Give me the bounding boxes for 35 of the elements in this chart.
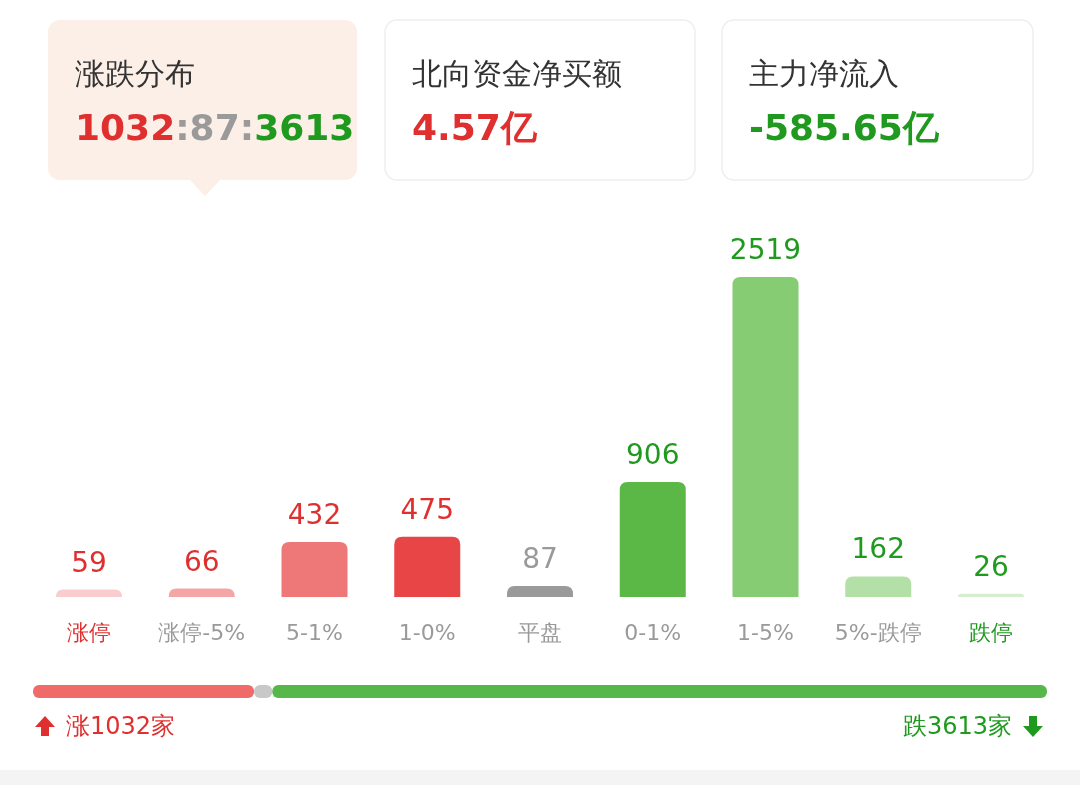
text: 主力净流入 [749,56,899,91]
x-tick-label: 5-1% [286,620,343,645]
x-tick-label: 1-5% [737,620,794,645]
data-label: 475 [400,492,454,526]
bar [619,481,686,597]
bar [168,588,235,597]
data-label: 906 [626,437,680,471]
bar [732,277,799,597]
x-tick-label: 涨停-5% [158,620,246,645]
text: 1032:87:3613 [75,107,355,148]
bar [845,576,912,597]
text: 北向资金净买额 [412,56,622,91]
text: 涨跌分布 [75,56,195,91]
x-tick-label: 5%-跌停 [834,620,922,645]
bar [958,593,1024,597]
data-label: 432 [287,498,342,532]
text: 跌3613家 [902,712,1012,740]
data-label: 2519 [729,233,802,266]
bar [281,542,348,597]
data-label: 162 [851,532,905,566]
text: 4.57亿 [412,107,538,148]
x-tick-label: 跌停 [969,620,1013,645]
x-tick-label: 1-0% [398,620,456,645]
x-tick-label: 涨停 [67,620,111,645]
bar [394,536,461,597]
text: 涨1032家 [66,712,176,740]
data-label: 26 [973,549,1009,583]
data-label: 66 [183,544,220,578]
bar [56,589,122,597]
text: -585.65亿 [749,107,940,148]
x-tick-label: 平盘 [518,620,562,645]
data-label: 59 [71,545,107,579]
x-tick-label: 0-1% [624,620,682,645]
bar [507,585,573,597]
data-label: 87 [522,541,558,575]
